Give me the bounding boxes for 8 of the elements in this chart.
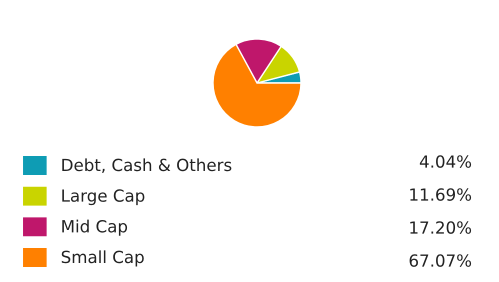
legend-label: Mid Cap (62, 220, 128, 236)
legend-label: Large Cap (62, 189, 144, 206)
legend-label: Debt, Cash & Others (62, 158, 232, 173)
data-label: 11.69% (410, 188, 472, 201)
legend-label: Small Cap (62, 250, 144, 266)
data-label: 17.20% (410, 221, 472, 234)
data-label: 4.04% (420, 155, 472, 168)
data-label: 67.07% (410, 254, 472, 267)
